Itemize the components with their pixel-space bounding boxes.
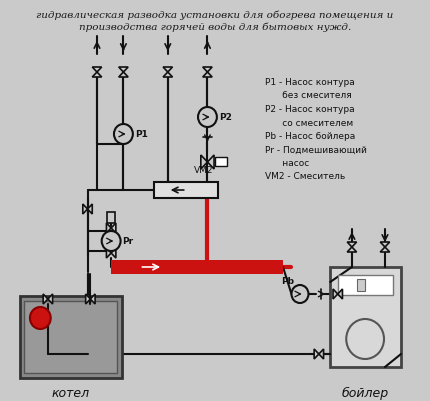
Bar	[108, 212, 115, 223]
Polygon shape	[119, 73, 128, 78]
Bar	[111, 260, 283, 274]
Polygon shape	[347, 242, 356, 247]
Polygon shape	[163, 73, 172, 78]
Bar	[215, 158, 227, 166]
Polygon shape	[347, 247, 356, 252]
Circle shape	[102, 231, 120, 251]
Polygon shape	[111, 248, 116, 258]
Text: P2: P2	[219, 113, 232, 122]
Polygon shape	[203, 73, 212, 78]
Polygon shape	[163, 68, 172, 73]
Text: VM2 - Смеситель: VM2 - Смеситель	[265, 172, 345, 181]
Text: со смесителем: со смесителем	[265, 118, 353, 127]
Text: P1: P1	[135, 130, 147, 139]
Text: бойлер: бойлер	[341, 386, 389, 399]
Polygon shape	[83, 205, 88, 215]
Polygon shape	[338, 289, 342, 299]
Polygon shape	[201, 156, 207, 170]
Text: котел: котел	[52, 386, 89, 399]
Polygon shape	[48, 294, 52, 304]
Bar	[356, 279, 365, 291]
Polygon shape	[380, 242, 390, 247]
Polygon shape	[119, 68, 128, 73]
Text: Pb - Насос бойлера: Pb - Насос бойлера	[265, 132, 355, 141]
Text: производства горячей воды для бытовых нужд.: производства горячей воды для бытовых ну…	[79, 22, 351, 31]
Polygon shape	[106, 248, 111, 258]
Polygon shape	[90, 294, 95, 304]
Text: Pr: Pr	[123, 237, 134, 246]
Polygon shape	[203, 68, 212, 73]
Bar	[19, 296, 122, 378]
Bar	[330, 267, 401, 367]
Polygon shape	[106, 223, 111, 233]
Text: Pb: Pb	[281, 277, 294, 286]
Polygon shape	[207, 156, 214, 170]
Text: Pr - Подмешивающий: Pr - Подмешивающий	[265, 145, 367, 154]
Circle shape	[198, 108, 217, 128]
Text: P2 - Насос контура: P2 - Насос контура	[265, 105, 355, 114]
Bar	[338, 275, 393, 295]
Circle shape	[114, 125, 133, 145]
Text: VM2: VM2	[194, 166, 214, 174]
Polygon shape	[314, 349, 319, 359]
Polygon shape	[333, 289, 338, 299]
Polygon shape	[92, 73, 102, 78]
Polygon shape	[380, 247, 390, 252]
Text: P1 - Насос контура: P1 - Насос контура	[265, 78, 355, 87]
Circle shape	[292, 285, 308, 303]
Polygon shape	[319, 349, 324, 359]
Polygon shape	[88, 205, 92, 215]
Polygon shape	[111, 223, 116, 233]
Text: гидравлическая разводка установки для обогрева помещения и: гидравлическая разводка установки для об…	[37, 10, 393, 20]
Bar	[24, 301, 117, 373]
Polygon shape	[92, 68, 102, 73]
Bar	[154, 182, 218, 198]
Text: без смесителя: без смесителя	[265, 91, 352, 100]
Polygon shape	[43, 294, 48, 304]
Circle shape	[30, 307, 51, 329]
Text: насос: насос	[265, 159, 309, 168]
Polygon shape	[86, 294, 90, 304]
